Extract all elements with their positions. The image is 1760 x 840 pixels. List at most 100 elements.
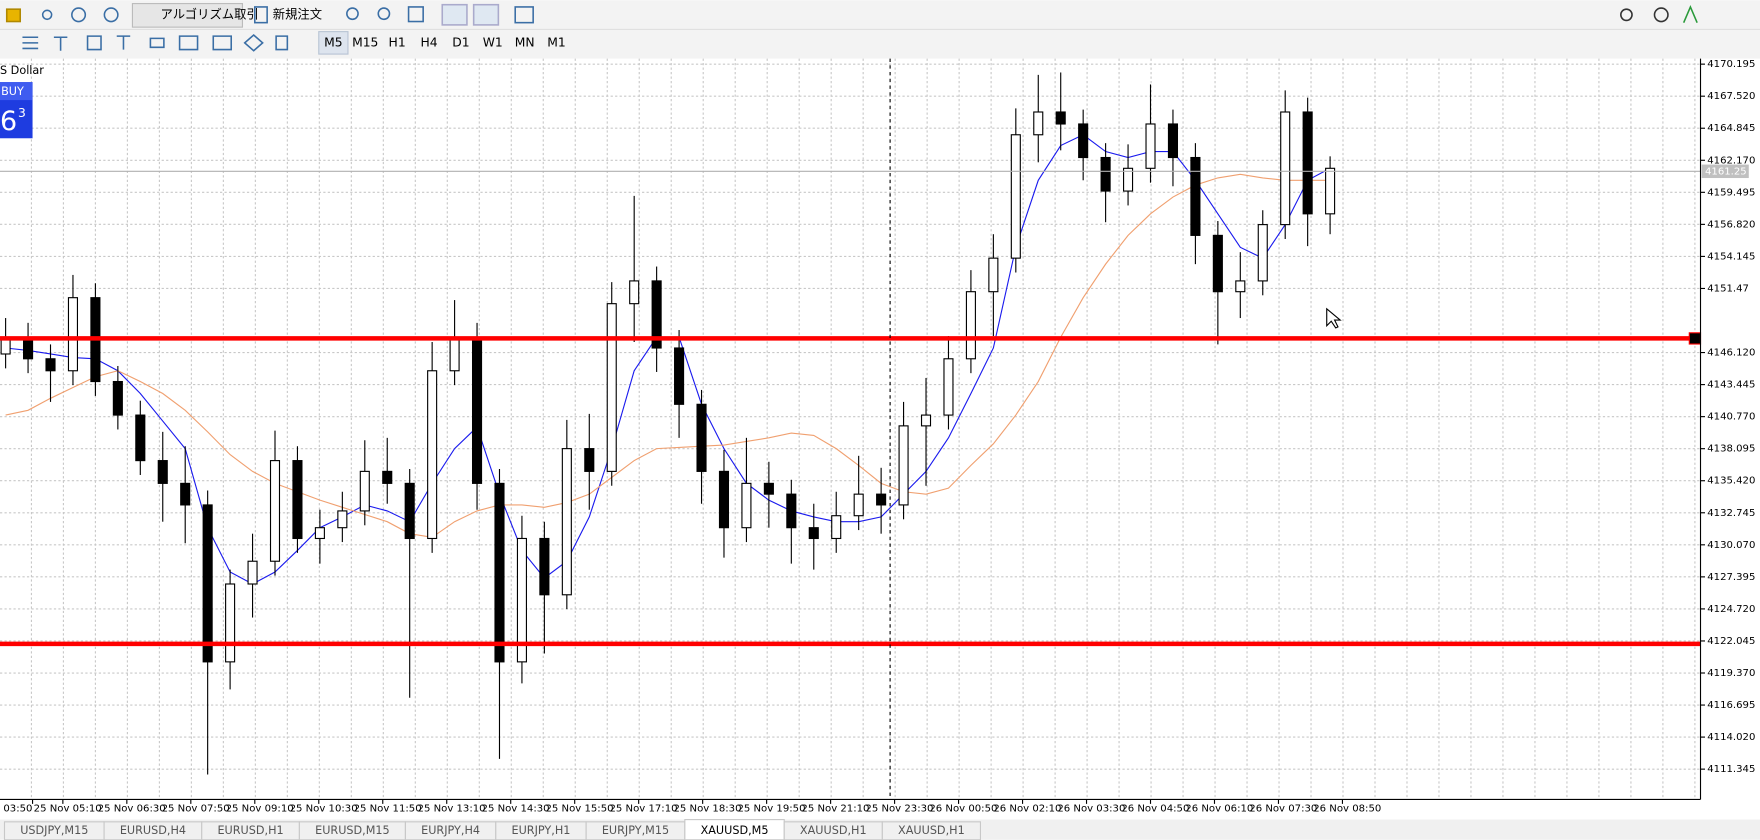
tab-label[interactable]: XAUUSD,H1 <box>800 824 867 837</box>
x-tick-label: 25 Nov 21:10 <box>801 803 869 814</box>
candle-body <box>629 280 640 305</box>
candle-body <box>786 493 797 529</box>
algo-button-bg[interactable] <box>131 3 244 28</box>
x-tick-label: 25 Nov 05:10 <box>34 803 102 814</box>
x-tick-label: 25 Nov 17:10 <box>609 803 677 814</box>
timeframe[interactable]: M5 <box>324 35 342 49</box>
y-tick-label: 4159.495 <box>1707 187 1755 198</box>
x-tick-label: 25 Nov 06:30 <box>98 803 166 814</box>
y-tick-label: 4116.695 <box>1707 700 1755 711</box>
x-tick-label: 03:50 <box>3 803 32 814</box>
x-tick-label: 25 Nov 23:30 <box>865 803 933 814</box>
candle-body <box>225 583 236 663</box>
tab-label[interactable]: EURJPY,M15 <box>602 824 669 837</box>
timeframe-active <box>318 31 349 55</box>
candle-body <box>157 460 168 484</box>
x-tick-label: 26 Nov 07:30 <box>1249 803 1317 814</box>
candle-body <box>1212 234 1223 293</box>
timeframe[interactable]: W1 <box>483 35 503 49</box>
timeframes: M5 M15 H1 H4 D1 W1 MN M1 <box>318 31 566 55</box>
candle-body <box>1257 224 1268 282</box>
candle-body <box>269 460 281 562</box>
candle-body <box>763 482 774 495</box>
chart: 4170.195 4167.520 4164.845 4162.170 4159.495… <box>0 58 1755 814</box>
y-tick-label: 4140.770 <box>1707 412 1755 423</box>
y-tick-label: 4132.745 <box>1707 508 1755 519</box>
timeframe[interactable]: MN <box>515 35 535 49</box>
x-tick-label: 26 Nov 08:50 <box>1313 803 1381 814</box>
y-tick-label: 4162.170 <box>1707 155 1755 166</box>
tab-label[interactable]: EURUSD,H4 <box>120 824 186 837</box>
candle-body <box>853 493 864 517</box>
x-tick-label: 25 Nov 19:50 <box>737 803 805 814</box>
y-tick-label: 4119.370 <box>1707 668 1755 679</box>
tab: EURJPY,H4 <box>404 821 497 840</box>
candle-body <box>247 560 258 585</box>
candle-body <box>337 510 348 529</box>
x-tick-label: 26 Nov 02:10 <box>993 803 1061 814</box>
tab: XAUUSD,M5 <box>684 819 785 840</box>
y-tick-label: 4167.520 <box>1707 91 1755 102</box>
x-tick-label: 25 Nov 07:50 <box>162 803 230 814</box>
candle-body <box>1123 167 1134 192</box>
y-tick-label: 4127.395 <box>1707 572 1755 583</box>
candle-body <box>516 537 527 663</box>
candle-body <box>1100 156 1111 192</box>
timeframe[interactable]: M15 <box>352 35 378 49</box>
x-tick-label: 26 Nov 00:50 <box>929 803 997 814</box>
candle-body <box>876 493 887 506</box>
new-order-button[interactable]: 新規注文 <box>273 6 322 21</box>
timeframe[interactable]: M1 <box>547 35 565 49</box>
tab: EURUSD,H1 <box>201 821 300 840</box>
candle-body <box>606 303 617 472</box>
candle-body <box>449 336 460 372</box>
line-handle[interactable] <box>1688 332 1702 345</box>
candle-body <box>741 482 752 529</box>
timeframe[interactable]: H4 <box>420 35 437 49</box>
trade-side[interactable]: BUY <box>1 85 24 98</box>
y-tick-label: 4111.345 <box>1707 764 1755 775</box>
tab-label[interactable]: EURJPY,H4 <box>421 824 480 837</box>
candle-body <box>674 347 685 405</box>
moving-average <box>5 173 1331 538</box>
tab: EURJPY,H1 <box>495 821 587 840</box>
y-tick-label: 4130.070 <box>1707 540 1755 551</box>
candle-body <box>427 370 438 540</box>
tab-label[interactable]: XAUUSD,H1 <box>898 824 965 837</box>
y-tick-label: 4156.820 <box>1707 219 1755 230</box>
candle-body <box>651 280 662 349</box>
cursor <box>1326 307 1342 329</box>
candle-body <box>920 414 932 427</box>
candle-body <box>965 291 976 360</box>
y-tick-label: 4151.47 <box>1707 283 1749 294</box>
candle-body <box>831 515 842 540</box>
tabs: USDJPY,M15 EURUSD,H4 EURUSD,H1 EURUSD,M15 EU… <box>3 819 982 840</box>
candle-body <box>539 537 550 596</box>
candle-body <box>718 470 730 529</box>
algo-button[interactable]: アルゴリズム取引 <box>161 6 259 21</box>
y-tick-label: 4146.120 <box>1707 348 1755 359</box>
timeframe[interactable]: D1 <box>452 35 469 49</box>
toolbar-icons <box>5 3 1698 52</box>
tab-label[interactable]: XAUUSD,M5 <box>701 824 769 837</box>
y-tick-label: 4164.845 <box>1707 123 1755 134</box>
tab-label[interactable]: EURJPY,H1 <box>511 824 570 837</box>
candle-body <box>808 527 819 540</box>
trade-price[interactable]: 6 <box>0 106 17 137</box>
timeframe[interactable]: H1 <box>389 35 406 49</box>
x-tick-label: 25 Nov 13:10 <box>418 803 486 814</box>
candle-body <box>404 482 415 540</box>
candle-body <box>988 257 999 293</box>
candle-body <box>67 297 79 372</box>
tab-label[interactable]: EURUSD,M15 <box>315 824 390 837</box>
tab-label[interactable]: EURUSD,H1 <box>217 824 283 837</box>
x-tick-label: 25 Nov 09:10 <box>226 803 294 814</box>
x-tick-label: 26 Nov 03:30 <box>1057 803 1125 814</box>
x-tick-label: 25 Nov 11:50 <box>354 803 422 814</box>
candle-body <box>382 470 393 484</box>
tab-label[interactable]: USDJPY,M15 <box>20 824 88 837</box>
trade-price-sup[interactable]: 3 <box>18 106 26 120</box>
candle-body <box>1302 111 1313 215</box>
candle-body <box>45 358 56 372</box>
